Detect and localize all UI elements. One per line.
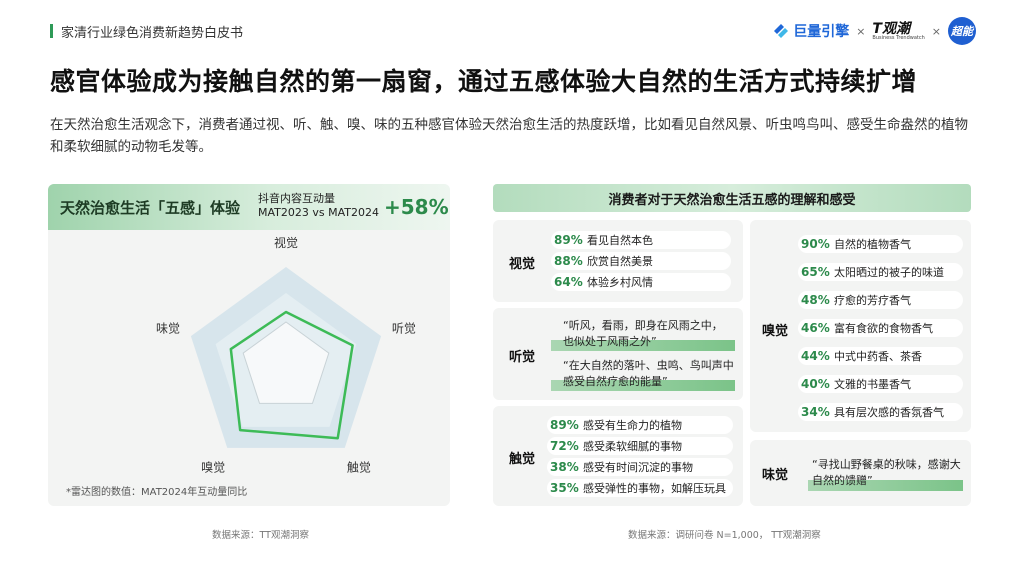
five-senses-panel-header: 天然治愈生活「五感」体验 抖音内容互动量 MAT2023 vs MAT2024 …: [48, 184, 450, 230]
report-header: 家清行业绿色消费新趋势白皮书: [50, 20, 243, 42]
partner-logos: 巨量引擎 × T观潮 Business Trendwatch × 超能: [772, 16, 976, 46]
item-percent: 90%: [801, 237, 830, 251]
growth-value: +58%: [384, 195, 449, 219]
five-senses-panel: 天然治愈生活「五感」体验 抖音内容互动量 MAT2023 vs MAT2024 …: [48, 184, 450, 506]
item-text: 看见自然本色: [587, 234, 653, 247]
item-text: 疗愈的芳疗香气: [834, 294, 911, 307]
item-text: 感受有生命力的植物: [583, 419, 682, 432]
quote-highlight: [808, 480, 963, 491]
list-item: 90% 自然的植物香气: [798, 235, 963, 253]
item-text: 文雅的书墨香气: [834, 378, 911, 391]
metric-line-1: 抖音内容互动量: [258, 192, 335, 205]
smell-label: 嗅觉: [762, 324, 789, 339]
radar-axis-label: 听觉: [392, 322, 416, 336]
quote-line: 也似处于风雨之外”: [563, 335, 657, 348]
item-text: 体验乡村风情: [587, 276, 653, 289]
touch-label: 触觉: [509, 452, 536, 467]
item-percent: 34%: [801, 405, 830, 419]
item-percent: 89%: [550, 418, 579, 432]
right-source: 数据来源：调研问卷 N=1,000， TT观潮洞察: [628, 530, 821, 541]
chaoneng-logo: 超能: [948, 17, 976, 45]
item-percent: 46%: [801, 321, 830, 335]
list-item: 46% 富有食欲的食物香气: [798, 319, 963, 337]
radar-axis-label: 视觉: [274, 235, 298, 250]
hearing-quote-1: “听风，看雨，即身在风雨之中， 也似处于风雨之外”: [551, 318, 723, 350]
tt-logo-subtext: Business Trendwatch: [872, 34, 925, 41]
item-text: 欣赏自然美景: [587, 255, 653, 268]
logo-separator: ×: [931, 24, 941, 38]
list-item: 44% 中式中药香、茶香: [798, 347, 963, 365]
quote-line: “寻找山野餐桌的秋味，感谢大: [812, 458, 961, 471]
item-percent: 35%: [550, 481, 579, 495]
list-item: 72% 感受柔软细腻的事物: [547, 437, 733, 455]
item-text: 太阳晒过的被子的味道: [834, 266, 944, 279]
list-item: 64% 体验乡村风情: [551, 273, 731, 291]
list-item: 89% 看见自然本色: [551, 231, 731, 249]
sight-label: 视觉: [509, 257, 536, 272]
taste-quote: “寻找山野餐桌的秋味，感谢大 自然的馈赠”: [800, 457, 961, 489]
tt-logo: T观潮 Business Trendwatch: [872, 22, 924, 41]
sight-card: 视觉 89% 看见自然本色 88% 欣赏自然美景 64% 体验乡村风情: [493, 220, 743, 302]
left-source: 数据来源：TT观潮洞察: [212, 530, 309, 541]
juliang-logo-text: 巨量引擎: [793, 24, 850, 40]
hearing-quote-2: “在大自然的落叶、虫鸣、鸟叫声中 感受自然疗愈的能量”: [551, 358, 734, 390]
item-percent: 38%: [550, 460, 579, 474]
list-item: 89% 感受有生命力的植物: [547, 416, 733, 434]
hearing-label: 听觉: [509, 350, 536, 365]
item-percent: 40%: [801, 377, 830, 391]
item-percent: 88%: [554, 254, 583, 268]
list-item: 40% 文雅的书墨香气: [798, 375, 963, 393]
radar-axis-label: 嗅觉: [201, 460, 225, 474]
quote-line: “在大自然的落叶、虫鸣、鸟叫声中: [563, 359, 734, 372]
item-percent: 72%: [550, 439, 579, 453]
quote-line: 自然的馈赠”: [812, 474, 873, 487]
list-item: 65% 太阳晒过的被子的味道: [798, 263, 963, 281]
item-percent: 65%: [801, 265, 830, 279]
quote-highlight: [551, 340, 735, 351]
report-title: 家清行业绿色消费新趋势白皮书: [61, 25, 244, 41]
quote-line: “听风，看雨，即身在风雨之中，: [563, 319, 723, 332]
touch-card: 触觉 89% 感受有生命力的植物 72% 感受柔软细腻的事物 38% 感受有时间…: [493, 406, 743, 506]
list-item: 35% 感受弹性的事物，如解压玩具: [547, 479, 733, 497]
item-text: 具有层次感的香氛香气: [834, 406, 944, 419]
senses-survey-header: 消费者对于天然治愈生活五感的理解和感受: [493, 184, 971, 212]
five-senses-title: 天然治愈生活「五感」体验: [60, 199, 241, 217]
item-text: 富有食欲的食物香气: [834, 322, 933, 335]
tt-logo-text: T观潮: [872, 20, 910, 37]
taste-card: 味觉 “寻找山野餐桌的秋味，感谢大 自然的馈赠”: [750, 440, 971, 506]
item-percent: 44%: [801, 349, 830, 363]
list-item: 48% 疗愈的芳疗香气: [798, 291, 963, 309]
item-percent: 89%: [554, 233, 583, 247]
juliang-mark-icon: [774, 24, 789, 38]
list-item: 38% 感受有时间沉淀的事物: [547, 458, 733, 476]
radar-note: *雷达图的数值：MAT2024年互动量同比: [66, 487, 248, 498]
interaction-metric-label: 抖音内容互动量 MAT2023 vs MAT2024: [258, 192, 379, 220]
quote-line: 感受自然疗愈的能量”: [563, 375, 668, 388]
hearing-card: 听觉 “听风，看雨，即身在风雨之中， 也似处于风雨之外” “在大自然的落叶、虫鸣…: [493, 308, 743, 400]
list-item: 88% 欣赏自然美景: [551, 252, 731, 270]
list-item: 34% 具有层次感的香氛香气: [798, 403, 963, 421]
page-title: 感官体验成为接触自然的第一扇窗，通过五感体验大自然的生活方式持续扩增: [50, 67, 918, 96]
item-text: 感受有时间沉淀的事物: [583, 461, 693, 474]
page-description: 在天然治愈生活观念下，消费者通过视、听、触、嗅、味的五种感官体验天然治愈生活的热…: [50, 117, 968, 155]
logo-separator: ×: [856, 24, 866, 38]
radar-series: [229, 310, 354, 440]
item-percent: 48%: [801, 293, 830, 307]
item-percent: 64%: [554, 275, 583, 289]
quote-highlight: [551, 380, 735, 391]
radar-ring-inner: [242, 321, 330, 404]
header-accent-bar: [50, 24, 53, 38]
radar-axis-label: 味觉: [156, 322, 180, 336]
metric-line-2: MAT2023 vs MAT2024: [258, 206, 379, 219]
item-text: 中式中药香、茶香: [834, 350, 922, 363]
smell-card: 嗅觉 90% 自然的植物香气 65% 太阳晒过的被子的味道 48% 疗愈的芳疗香…: [750, 220, 971, 432]
item-text: 感受柔软细腻的事物: [583, 440, 682, 453]
radar-axis-label: 触觉: [347, 460, 371, 474]
taste-label: 味觉: [762, 468, 789, 483]
item-text: 自然的植物香气: [834, 238, 911, 251]
juliang-logo: 巨量引擎: [772, 21, 849, 41]
item-text: 感受弹性的事物，如解压玩具: [583, 482, 726, 495]
